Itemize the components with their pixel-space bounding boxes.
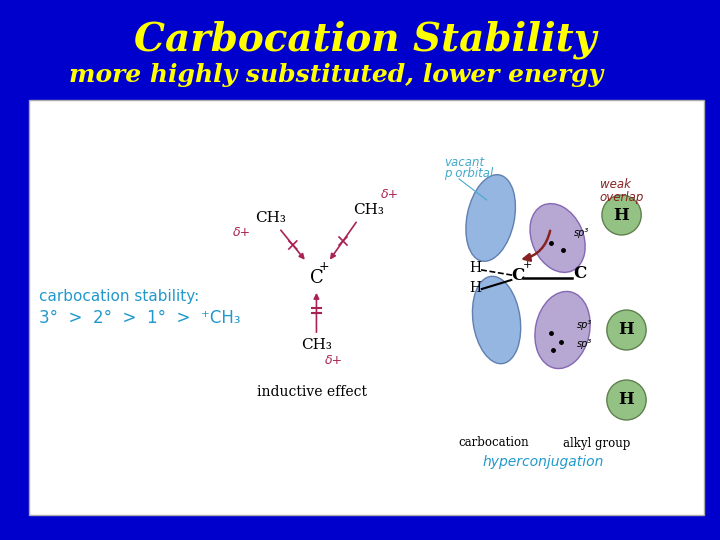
Text: weak: weak xyxy=(600,179,631,192)
Text: sp³: sp³ xyxy=(575,228,590,238)
Text: +: + xyxy=(523,260,532,270)
Ellipse shape xyxy=(607,380,646,420)
Text: H: H xyxy=(618,321,634,339)
Ellipse shape xyxy=(472,276,521,364)
Text: H: H xyxy=(469,261,481,275)
Bar xyxy=(29,100,704,515)
Ellipse shape xyxy=(607,310,646,350)
Text: sp³: sp³ xyxy=(577,320,593,330)
Ellipse shape xyxy=(530,204,585,272)
Text: H: H xyxy=(469,281,481,295)
Text: p orbital: p orbital xyxy=(444,167,494,180)
Text: H: H xyxy=(613,206,629,224)
Text: δ+: δ+ xyxy=(233,226,251,240)
Text: δ+: δ+ xyxy=(381,187,400,200)
Text: sp³: sp³ xyxy=(577,339,593,349)
Text: 3°  >  2°  >  1°  >  ⁺CH₃: 3° > 2° > 1° > ⁺CH₃ xyxy=(39,309,240,327)
Text: C: C xyxy=(310,269,323,287)
Text: δ+: δ+ xyxy=(325,354,343,367)
Text: H: H xyxy=(618,392,634,408)
Ellipse shape xyxy=(466,174,516,261)
Text: carbocation stability:: carbocation stability: xyxy=(39,288,199,303)
Text: C: C xyxy=(574,266,587,282)
Text: carbocation: carbocation xyxy=(459,436,529,449)
Ellipse shape xyxy=(535,292,590,369)
Text: +: + xyxy=(319,260,330,273)
Text: CH₃: CH₃ xyxy=(301,338,332,352)
Text: CH₃: CH₃ xyxy=(255,211,286,225)
Text: CH₃: CH₃ xyxy=(354,203,384,217)
Text: C: C xyxy=(512,267,525,284)
Text: hyperconjugation: hyperconjugation xyxy=(482,455,603,469)
FancyArrowPatch shape xyxy=(523,231,550,261)
Text: inductive effect: inductive effect xyxy=(256,385,366,399)
Text: Carbocation Stability: Carbocation Stability xyxy=(135,21,597,59)
Text: vacant: vacant xyxy=(444,156,485,168)
Text: alkyl group: alkyl group xyxy=(563,436,631,449)
Text: overlap: overlap xyxy=(600,191,644,204)
Ellipse shape xyxy=(602,195,642,235)
Text: more highly substituted, lower energy: more highly substituted, lower energy xyxy=(69,63,603,87)
